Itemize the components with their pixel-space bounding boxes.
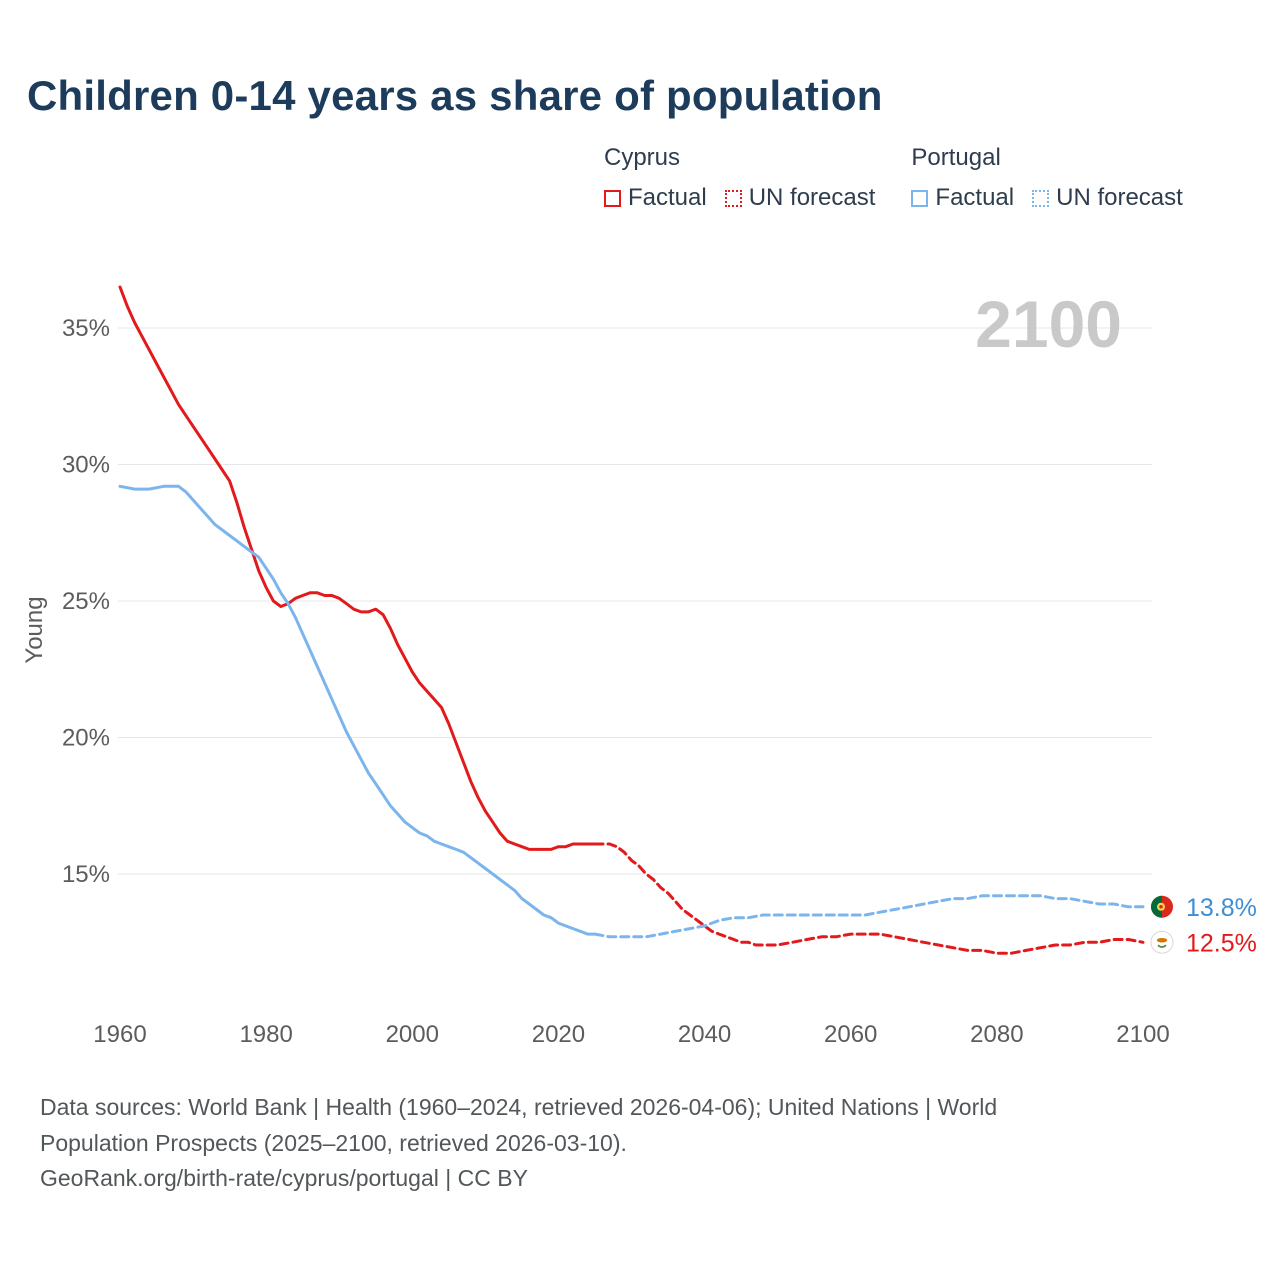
legend-item-label: UN forecast: [1056, 184, 1183, 211]
y-tick-label: 30%: [62, 452, 110, 479]
legend-group-portugal: Portugal Factual UN forecast: [911, 144, 1183, 212]
portugal-flag-icon: [1151, 895, 1173, 918]
legend-swatch-solid-icon: [911, 189, 929, 207]
data-sources: Data sources: World Bank | Health (1960–…: [40, 1090, 1200, 1197]
y-tick-label: 25%: [62, 588, 110, 615]
cyprus-flag-icon: [1150, 930, 1174, 954]
source-link[interactable]: GeoRank.org/birth-rate/cyprus/portugal |…: [40, 1165, 528, 1192]
cyprus-factual-line: [118, 285, 597, 851]
x-tick-label: 2000: [386, 1021, 439, 1048]
portugal-end-value-label: 13.8%: [1186, 894, 1257, 922]
legend-item-cyprus-forecast[interactable]: UN forecast: [724, 184, 876, 212]
x-tick-label: 2060: [824, 1021, 877, 1048]
y-tick-label: 35%: [62, 315, 110, 342]
legend-item-label: Factual: [935, 184, 1015, 211]
chart-legend: Cyprus Factual UN forecast Portugal Fact…: [604, 144, 1183, 212]
y-axis-title: Young: [21, 596, 48, 663]
portugal-factual-line: [118, 484, 597, 936]
legend-group-title-portugal: Portugal: [911, 144, 1001, 171]
legend-swatch-dotted-icon: [724, 189, 742, 207]
legend-item-portugal-factual[interactable]: Factual: [911, 184, 1014, 212]
legend-items-portugal: Factual UN forecast: [911, 184, 1183, 212]
legend-item-label: Factual: [628, 184, 707, 211]
legend-item-cyprus-factual[interactable]: Factual: [604, 184, 707, 212]
legend-item-label: UN forecast: [748, 184, 876, 211]
data-sources-line-2: Population Prospects (2025–2100, retriev…: [40, 1129, 627, 1156]
y-tick-label: 20%: [62, 725, 110, 752]
chart-plot-area: 15% 20% 25% 30% 35% 1960 1980 2000 2020 2040 2060 2…: [21, 285, 1257, 1048]
legend-item-portugal-forecast[interactable]: UN forecast: [1032, 184, 1183, 212]
x-tick-label: 1980: [239, 1021, 292, 1048]
legend-group-cyprus: Cyprus Factual UN forecast: [604, 144, 875, 212]
data-sources-line-1: Data sources: World Bank | Health (1960–…: [40, 1094, 998, 1120]
legend-swatch-solid-icon: [604, 189, 621, 207]
x-tick-label: 2080: [970, 1021, 1023, 1048]
legend-items-cyprus: Factual UN forecast: [604, 184, 875, 212]
x-tick-label: 2040: [678, 1021, 731, 1048]
cyprus-end-value-label: 12.5%: [1186, 929, 1257, 957]
x-tick-label: 2100: [1116, 1021, 1169, 1048]
x-tick-label: 2020: [532, 1021, 585, 1048]
x-tick-label: 1960: [93, 1021, 146, 1048]
legend-group-title-cyprus: Cyprus: [604, 144, 681, 171]
watermark-year: 2100: [975, 287, 1122, 361]
legend-swatch-dotted-icon: [1032, 189, 1050, 207]
portugal-un-forecast-line: [593, 894, 1145, 939]
y-tick-label: 15%: [62, 861, 110, 888]
chart-title: Children 0-14 years as share of populati…: [27, 72, 883, 119]
